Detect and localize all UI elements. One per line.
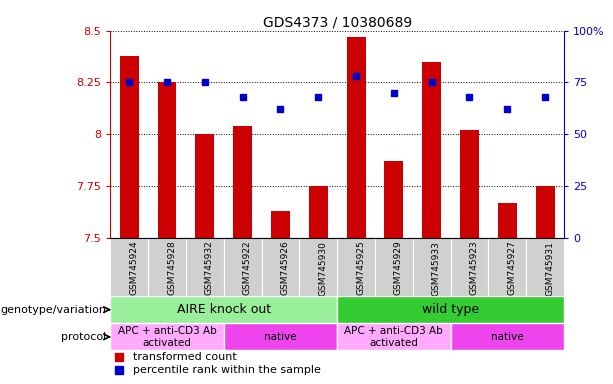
- Bar: [120, 56, 139, 238]
- Text: genotype/variation: genotype/variation: [1, 305, 107, 314]
- Text: AIRE knock out: AIRE knock out: [177, 303, 271, 316]
- Text: GSM745922: GSM745922: [243, 241, 252, 295]
- Bar: [375, 238, 413, 296]
- Bar: [346, 37, 365, 238]
- Bar: [224, 323, 337, 351]
- Bar: [451, 323, 564, 351]
- Bar: [451, 238, 489, 296]
- Bar: [148, 238, 186, 296]
- Bar: [337, 238, 375, 296]
- Text: APC + anti-CD3 Ab
activated: APC + anti-CD3 Ab activated: [118, 326, 216, 348]
- Text: GSM745924: GSM745924: [129, 241, 139, 295]
- Text: transformed count: transformed count: [133, 352, 237, 362]
- Bar: [233, 126, 252, 238]
- Bar: [384, 161, 403, 238]
- Text: GSM745928: GSM745928: [167, 241, 176, 295]
- Text: GSM745933: GSM745933: [432, 241, 441, 296]
- Text: protocol: protocol: [61, 332, 107, 342]
- Bar: [271, 211, 290, 238]
- Title: GDS4373 / 10380689: GDS4373 / 10380689: [262, 16, 412, 30]
- Bar: [110, 296, 337, 323]
- Bar: [526, 238, 564, 296]
- Text: GSM745932: GSM745932: [205, 241, 214, 295]
- Bar: [110, 238, 148, 296]
- Bar: [299, 238, 337, 296]
- Bar: [158, 83, 177, 238]
- Text: native: native: [491, 332, 524, 342]
- Text: wild type: wild type: [422, 303, 479, 316]
- Text: GSM745927: GSM745927: [507, 241, 516, 295]
- Bar: [498, 203, 517, 238]
- Bar: [489, 238, 526, 296]
- Text: percentile rank within the sample: percentile rank within the sample: [133, 365, 321, 375]
- Text: APC + anti-CD3 Ab
activated: APC + anti-CD3 Ab activated: [345, 326, 443, 348]
- Text: GSM745926: GSM745926: [281, 241, 289, 295]
- Bar: [262, 238, 299, 296]
- Text: GSM745923: GSM745923: [470, 241, 479, 295]
- Bar: [186, 238, 224, 296]
- Bar: [413, 238, 451, 296]
- Bar: [110, 323, 224, 351]
- Text: GSM745925: GSM745925: [356, 241, 365, 295]
- Bar: [309, 186, 328, 238]
- Bar: [337, 296, 564, 323]
- Bar: [536, 186, 555, 238]
- Text: GSM745931: GSM745931: [545, 241, 554, 296]
- Bar: [224, 238, 262, 296]
- Text: native: native: [264, 332, 297, 342]
- Bar: [337, 323, 451, 351]
- Bar: [196, 134, 215, 238]
- Bar: [460, 130, 479, 238]
- Bar: [422, 62, 441, 238]
- Text: GSM745930: GSM745930: [318, 241, 327, 296]
- Text: GSM745929: GSM745929: [394, 241, 403, 295]
